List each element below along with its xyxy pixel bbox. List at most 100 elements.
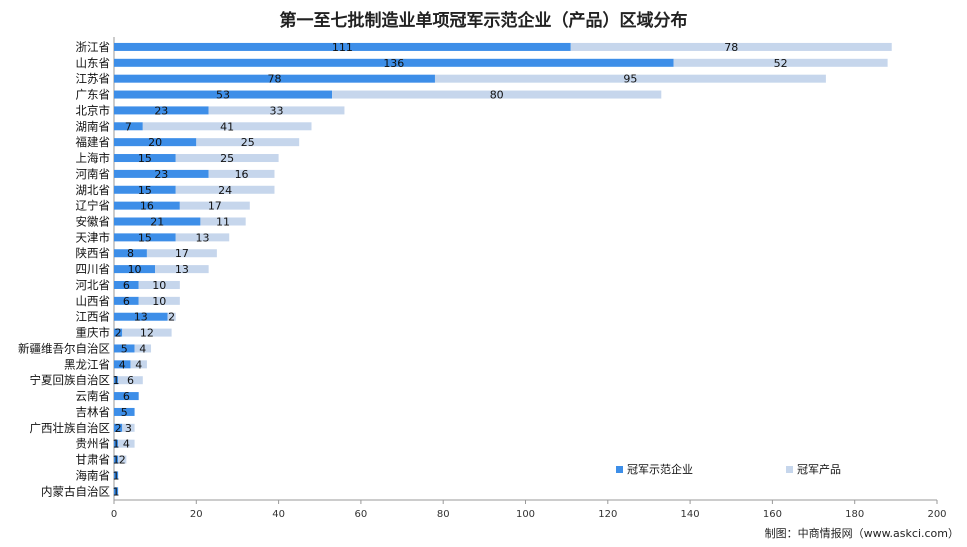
category-label: 北京市 (76, 103, 111, 117)
bar-champion-product (138, 296, 180, 305)
bar-champion-product (118, 439, 135, 448)
data-label-enterprise: 5 (121, 342, 128, 355)
category-label: 新疆维吾尔自治区 (18, 341, 110, 355)
data-label-enterprise: 15 (138, 152, 152, 165)
data-label-product: 17 (175, 247, 189, 260)
category-label: 福建省 (76, 135, 111, 149)
data-label-enterprise: 111 (332, 41, 353, 54)
x-tick-label: 120 (598, 509, 617, 520)
bar-champion-product (570, 42, 892, 51)
category-label: 重庆市 (76, 326, 111, 340)
bar-champion-enterprise (114, 280, 139, 289)
data-label-product: 12 (140, 327, 154, 340)
category-label: 河南省 (76, 167, 111, 181)
bar-champion-enterprise (114, 265, 156, 274)
category-label: 云南省 (76, 389, 111, 403)
category-label: 天津市 (76, 230, 111, 244)
bar-champion-product (118, 376, 143, 385)
data-label-enterprise: 16 (140, 200, 154, 213)
bar-champion-enterprise (114, 154, 176, 163)
bar-champion-product (134, 344, 152, 353)
data-label-enterprise: 1 (113, 469, 120, 482)
x-tick-label: 20 (190, 509, 203, 520)
bar-champion-product (673, 58, 888, 67)
bar-champion-product (118, 455, 127, 464)
x-tick-label: 200 (927, 509, 946, 520)
data-label-product: 2 (119, 454, 126, 467)
data-label-product: 80 (490, 89, 504, 102)
bar-champion-product (122, 423, 135, 432)
data-label-enterprise: 53 (216, 89, 230, 102)
data-label-product: 25 (241, 136, 255, 149)
bar-champion-product (175, 154, 279, 163)
bar-champion-product (130, 360, 147, 369)
bar-champion-enterprise (114, 74, 435, 83)
category-label: 广东省 (76, 88, 111, 102)
data-label-product: 24 (218, 184, 232, 197)
bar-champion-product (332, 90, 662, 99)
data-label-enterprise: 8 (127, 247, 134, 260)
data-label-product: 2 (168, 311, 175, 324)
data-label-product: 13 (175, 263, 189, 276)
data-label-enterprise: 15 (138, 231, 152, 244)
data-label-enterprise: 6 (123, 390, 130, 403)
category-label: 宁夏回族自治区 (30, 373, 111, 387)
category-label: 山西省 (76, 294, 111, 308)
data-label-product: 10 (152, 295, 166, 308)
category-label: 安徽省 (76, 215, 111, 229)
bar-champion-product (208, 169, 275, 178)
data-label-enterprise: 78 (267, 73, 281, 86)
data-label-enterprise: 13 (134, 311, 148, 324)
data-label-product: 13 (195, 231, 209, 244)
x-tick-label: 100 (516, 509, 535, 520)
bar-champion-product (208, 106, 345, 115)
data-label-enterprise: 1 (113, 374, 120, 387)
bar-champion-enterprise (114, 106, 209, 115)
data-label-enterprise: 7 (125, 120, 132, 133)
data-label-enterprise: 136 (383, 57, 404, 70)
category-label: 河北省 (76, 278, 111, 292)
bar-champion-enterprise (114, 376, 119, 385)
data-label-enterprise: 15 (138, 184, 152, 197)
data-label-product: 78 (724, 41, 738, 54)
bar-champion-enterprise (114, 328, 123, 337)
data-label-product: 4 (123, 438, 130, 451)
category-label: 辽宁省 (76, 199, 111, 213)
bar-champion-enterprise (114, 217, 201, 226)
data-label-enterprise: 5 (121, 406, 128, 419)
data-label-product: 95 (623, 73, 637, 86)
bar-champion-enterprise (114, 455, 119, 464)
bar-champion-product (179, 201, 250, 210)
x-tick-label: 60 (355, 509, 368, 520)
legend-label-enterprise: 冠军示范企业 (627, 462, 693, 476)
category-label: 甘肃省 (76, 453, 111, 467)
data-label-product: 41 (220, 120, 234, 133)
bar-champion-enterprise (114, 344, 135, 353)
data-label-enterprise: 4 (119, 358, 126, 371)
data-label-enterprise: 23 (154, 104, 168, 117)
data-label-product: 25 (220, 152, 234, 165)
data-label-product: 16 (235, 168, 249, 181)
x-tick-label: 80 (437, 509, 450, 520)
data-label-enterprise: 23 (154, 168, 168, 181)
data-label-product: 4 (135, 358, 142, 371)
x-tick-label: 180 (845, 509, 864, 520)
data-label-product: 52 (774, 57, 788, 70)
category-label: 广西壮族自治区 (30, 421, 111, 435)
data-label-product: 11 (216, 216, 230, 229)
data-label-product: 17 (208, 200, 222, 213)
data-label-enterprise: 1 (113, 485, 120, 498)
bar-champion-enterprise (114, 201, 180, 210)
bar-champion-product (175, 233, 230, 242)
category-label: 上海市 (76, 151, 111, 165)
category-label: 江西省 (76, 310, 111, 324)
bar-champion-enterprise (114, 42, 571, 51)
x-tick-label: 160 (763, 509, 782, 520)
bar-champion-enterprise (114, 423, 123, 432)
data-label-enterprise: 1 (113, 438, 120, 451)
bar-champion-enterprise (114, 233, 176, 242)
chart-title: 第一至七批制造业单项冠军示范企业（产品）区域分布 (279, 11, 688, 31)
bar-champion-product (434, 74, 826, 83)
category-label: 湖南省 (76, 119, 111, 133)
